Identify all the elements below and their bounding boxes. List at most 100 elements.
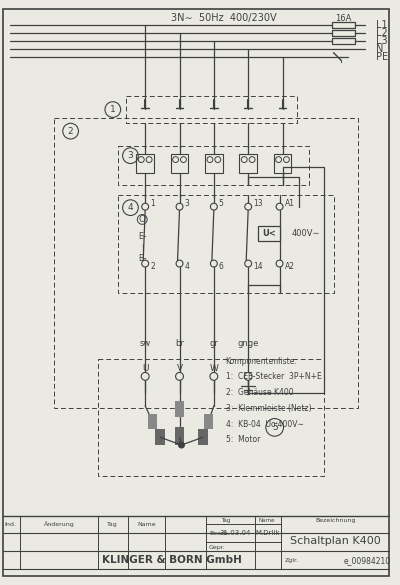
Circle shape (276, 157, 282, 163)
Circle shape (173, 157, 178, 163)
Circle shape (138, 157, 144, 163)
Text: L1: L1 (376, 20, 387, 30)
Text: A2: A2 (284, 262, 294, 271)
Text: 4: 4 (184, 262, 189, 271)
Bar (155, 429, 165, 445)
Text: Gepr.: Gepr. (209, 545, 226, 549)
Text: e_00984210: e_00984210 (343, 556, 390, 565)
Bar (171, 154, 188, 173)
Text: br: br (175, 339, 184, 349)
Text: Bearb.: Bearb. (209, 531, 230, 536)
Text: A1: A1 (284, 199, 294, 208)
Circle shape (176, 203, 183, 210)
Text: 14: 14 (253, 262, 263, 271)
Bar (98, 359, 324, 476)
Circle shape (180, 157, 186, 163)
Text: 4: 4 (128, 203, 133, 212)
Bar (332, 38, 355, 44)
Text: Ind.: Ind. (5, 522, 17, 527)
Text: 3N∼  50Hz  400/230V: 3N∼ 50Hz 400/230V (171, 13, 276, 23)
Text: 5: 5 (272, 423, 278, 432)
Circle shape (241, 157, 247, 163)
Text: V: V (176, 364, 182, 373)
Text: I: I (141, 245, 144, 253)
Bar (148, 414, 158, 429)
Bar (54, 118, 358, 408)
Text: W: W (210, 364, 218, 373)
Text: 2:  Gehäuse K400: 2: Gehäuse K400 (226, 388, 293, 397)
Circle shape (245, 203, 252, 210)
Text: Zglr.: Zglr. (284, 558, 298, 563)
Bar (239, 154, 257, 173)
Text: 6: 6 (219, 262, 224, 271)
Bar (118, 146, 309, 185)
Bar (332, 30, 355, 36)
Text: KLINGER & BORN GmbH: KLINGER & BORN GmbH (102, 555, 242, 565)
Text: gnge: gnge (238, 339, 259, 349)
Bar (175, 428, 184, 445)
Text: Schaltplan K400: Schaltplan K400 (290, 536, 381, 546)
Text: Änderung: Änderung (44, 522, 74, 527)
Text: 3:  Klemmleiste (Netz): 3: Klemmleiste (Netz) (226, 404, 311, 413)
Text: 1:  CEE-Stecker  3P+N+E: 1: CEE-Stecker 3P+N+E (226, 373, 321, 381)
Text: 13: 13 (253, 199, 263, 208)
Text: 2: 2 (68, 126, 74, 136)
Bar (258, 226, 280, 241)
Bar (274, 154, 291, 173)
Circle shape (284, 157, 289, 163)
Text: U: U (142, 364, 148, 373)
Text: O: O (139, 215, 146, 224)
Text: E–: E– (138, 232, 146, 240)
Circle shape (210, 260, 217, 267)
Circle shape (141, 373, 149, 380)
Bar (118, 195, 334, 293)
Text: 31.03.04: 31.03.04 (220, 531, 251, 536)
Text: L2: L2 (376, 28, 388, 38)
Circle shape (244, 373, 252, 380)
Circle shape (215, 157, 221, 163)
Text: 1: 1 (110, 105, 116, 114)
Text: 5:  Motor: 5: Motor (226, 435, 260, 444)
Text: PE: PE (376, 51, 388, 61)
Text: 4:  KB-04  Uc:400V∼: 4: KB-04 Uc:400V∼ (226, 419, 304, 429)
Text: 2: 2 (150, 262, 155, 271)
Bar (136, 154, 154, 173)
Circle shape (146, 157, 152, 163)
Text: Name: Name (258, 518, 275, 523)
Text: 3: 3 (184, 199, 189, 208)
Text: sw: sw (140, 339, 151, 349)
Bar (126, 96, 297, 123)
Text: 16A: 16A (335, 14, 352, 23)
Bar (198, 429, 208, 445)
Text: E–: E– (138, 254, 146, 263)
Bar (204, 414, 213, 429)
Bar (175, 401, 184, 417)
Circle shape (210, 203, 217, 210)
Circle shape (207, 157, 213, 163)
Circle shape (276, 203, 283, 210)
Circle shape (142, 260, 149, 267)
Text: Tag: Tag (108, 522, 118, 527)
Circle shape (142, 203, 149, 210)
Circle shape (178, 442, 184, 448)
Text: 1: 1 (150, 199, 155, 208)
Bar (205, 154, 223, 173)
Text: U<: U< (262, 229, 276, 238)
Text: N: N (376, 44, 383, 54)
Text: gr: gr (210, 339, 218, 349)
Text: Tag: Tag (221, 518, 230, 523)
Text: Name: Name (138, 522, 156, 527)
Text: Bezeichnung: Bezeichnung (315, 518, 356, 523)
Circle shape (249, 157, 255, 163)
Circle shape (176, 260, 183, 267)
Text: L3: L3 (376, 36, 387, 46)
Text: M.Drlik: M.Drlik (256, 531, 280, 536)
Circle shape (245, 260, 252, 267)
Text: Komponentenliste:: Komponentenliste: (226, 357, 298, 366)
Circle shape (210, 373, 218, 380)
Bar (332, 22, 355, 28)
Text: 5: 5 (219, 199, 224, 208)
Text: 400V∼: 400V∼ (291, 229, 320, 238)
Text: 3: 3 (128, 151, 133, 160)
Circle shape (276, 260, 283, 267)
